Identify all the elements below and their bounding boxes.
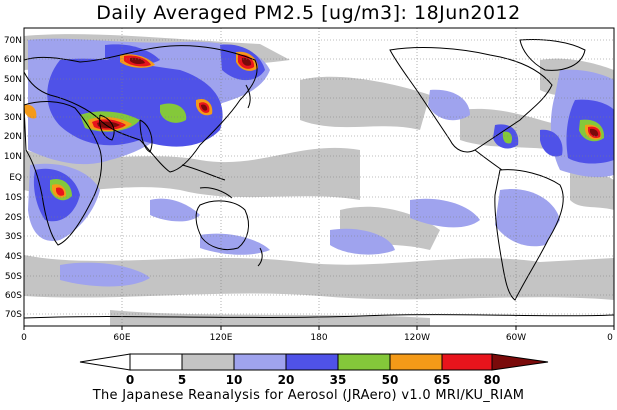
lat-label: 20N [4, 132, 22, 142]
colorbar-cell [491, 353, 549, 371]
lat-label: 40S [5, 252, 22, 262]
lat-label: 70N [4, 36, 22, 46]
colorbar-cell [337, 353, 391, 371]
lon-label: 180 [310, 333, 327, 343]
lon-label: 60E [113, 333, 130, 343]
grid-lines [24, 28, 614, 326]
colorbar-cell [181, 353, 235, 371]
lon-label: 0 [607, 333, 613, 343]
darkred-band [97, 57, 599, 137]
lon-label: 0 [21, 333, 27, 343]
colorbar-tick-label: 10 [226, 373, 243, 387]
colorbar [79, 353, 549, 371]
lat-label: 30S [5, 232, 22, 242]
lat-label: 30N [4, 113, 22, 123]
lon-label: 120E [210, 333, 233, 343]
lat-label: 10S [5, 193, 22, 203]
tick-marks [23, 326, 615, 330]
lat-label: 50S [5, 272, 22, 282]
colorbar-labels: 0 5 10 20 35 50 65 80 [126, 373, 501, 387]
colorbar-tick-label: 20 [278, 373, 295, 387]
latitude-labels: 70N 60N 50N 40N 30N 20N 10N EQ 10S 20S 3… [4, 36, 22, 320]
colorbar-cell [129, 353, 183, 371]
colorbar-cell [389, 353, 443, 371]
colorbar-tick-label: 80 [484, 373, 501, 387]
colorbar-cell [441, 353, 493, 371]
longitude-labels: 0 60E 120E 180 120W 60W 0 [21, 333, 613, 343]
lat-label: 40N [4, 94, 22, 104]
lon-label: 120W [404, 333, 430, 343]
lat-label: 60N [4, 55, 22, 65]
colorbar-cell [285, 353, 339, 371]
lat-label: 20S [5, 213, 22, 223]
footer-credit: The Japanese Reanalysis for Aerosol (JRA… [92, 388, 525, 403]
lat-label: 70S [5, 310, 22, 320]
lat-label: 60S [5, 291, 22, 301]
lat-label: 50N [4, 75, 22, 85]
lon-label: 60W [506, 333, 526, 343]
concentration-field [24, 28, 614, 326]
colorbar-tick-label: 35 [330, 373, 347, 387]
colorbar-cell [233, 353, 287, 371]
colorbar-tick-label: 5 [178, 373, 186, 387]
colorbar-tick-label: 0 [126, 373, 134, 387]
colorbar-tick-label: 65 [434, 373, 451, 387]
lat-label: EQ [9, 173, 22, 183]
map-title: Daily Averaged PM2.5 [ug/m3]: 18Jun2012 [96, 2, 521, 24]
coastlines [24, 39, 614, 319]
colorbar-tick-label: 50 [382, 373, 399, 387]
lat-label: 10N [4, 152, 22, 162]
colorbar-cell [79, 353, 131, 371]
